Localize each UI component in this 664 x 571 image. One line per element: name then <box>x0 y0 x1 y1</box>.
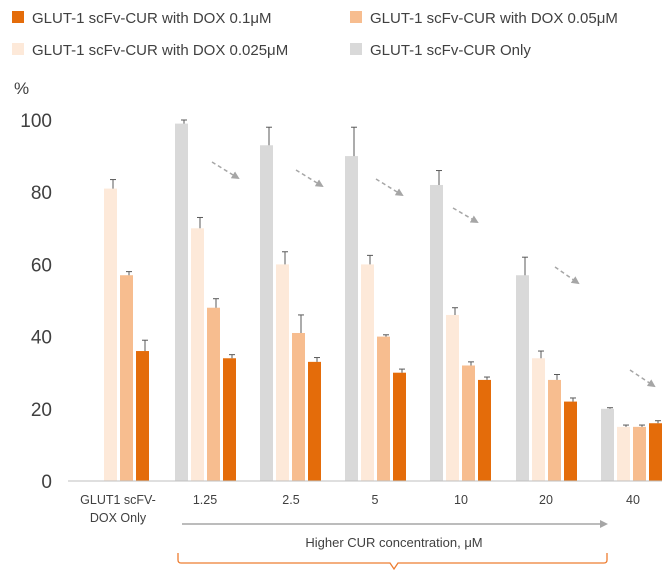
bar-glut-1-scfv-cur-with-dox-0-05-m-20 <box>548 379 561 481</box>
bar-glut-1-scfv-cur-with-dox-0-025-m-2-5 <box>276 264 289 481</box>
x-tick-label: 20 <box>539 493 553 507</box>
bars <box>104 119 662 482</box>
concentration-label: Higher CUR concentration, μM <box>305 535 482 550</box>
x-tick-label: 2.5 <box>282 493 299 507</box>
bar-glut-1-scfv-cur-with-dox-0-025-m-1-25 <box>191 228 204 481</box>
bar-glut-1-scfv-cur-only-2-5 <box>260 145 273 481</box>
y-tick-label: 0 <box>41 472 52 493</box>
bar-glut-1-scfv-cur-with-dox-0-05-m-5 <box>377 336 390 481</box>
trend-arrow <box>375 178 404 197</box>
legend-item-glut-1-scfv-cur-with-dox-0-05-m: GLUT-1 scFv-CUR with DOX 0.05μM <box>350 10 618 27</box>
bar-glut-1-scfv-cur-with-dox-0-1-m-40 <box>649 423 662 481</box>
bar-glut-1-scfv-cur-with-dox-0-1-m-5 <box>393 372 406 481</box>
x-tick-label: 5 <box>372 493 379 507</box>
bar-glut-1-scfv-cur-with-dox-0-025-m-5 <box>361 264 374 481</box>
bar-glut-1-scfv-cur-with-dox-0-1-m-glut1-scfv-dox-only <box>136 351 149 481</box>
legend-swatch <box>12 43 24 55</box>
y-tick-label: 20 <box>31 400 52 421</box>
bar-glut-1-scfv-cur-only-40 <box>601 408 614 481</box>
bar-glut-1-scfv-cur-with-dox-0-1-m-1-25 <box>223 358 236 481</box>
bar-glut-1-scfv-cur-with-dox-0-05-m-40 <box>633 426 646 481</box>
bar-glut-1-scfv-cur-only-10 <box>430 184 443 482</box>
bar-glut-1-scfv-cur-only-1-25 <box>175 123 188 482</box>
y-tick-label: 80 <box>31 183 52 204</box>
legend-swatch <box>350 11 362 23</box>
x-tick-label: 40 <box>626 493 640 507</box>
trend-arrow <box>554 266 580 285</box>
legend-label: GLUT-1 scFv-CUR with DOX 0.05μM <box>370 10 618 27</box>
trend-arrow <box>211 161 240 180</box>
y-tick-label: 100 <box>20 111 52 132</box>
bar-glut-1-scfv-cur-with-dox-0-05-m-2-5 <box>292 332 305 481</box>
concentration-annotation: Higher CUR concentration, μM <box>177 520 608 571</box>
bar-glut-1-scfv-cur-with-dox-0-025-m-20 <box>532 358 545 481</box>
bar-glut-1-scfv-cur-with-dox-0-05-m-10 <box>462 365 475 481</box>
legend-swatch <box>12 11 24 23</box>
legend-label: GLUT-1 scFv-CUR Only <box>370 42 531 59</box>
bar-glut-1-scfv-cur-with-dox-0-05-m-1-25 <box>207 307 220 481</box>
bar-glut-1-scfv-cur-only-20 <box>516 275 529 481</box>
trend-arrow <box>295 169 324 188</box>
bar-glut-1-scfv-cur-with-dox-0-1-m-20 <box>564 401 577 481</box>
trend-arrow <box>629 369 656 388</box>
y-tick-label: 60 <box>31 255 52 276</box>
x-tick-label: 1.25 <box>193 493 217 507</box>
legend-swatch <box>350 43 362 55</box>
legend-item-glut-1-scfv-cur-only: GLUT-1 scFv-CUR Only <box>350 42 531 59</box>
legend-label: GLUT-1 scFv-CUR with DOX 0.025μM <box>32 42 288 59</box>
y-axis-unit-label: % <box>14 79 29 98</box>
bar-glut-1-scfv-cur-with-dox-0-05-m-glut1-scfv-dox-only <box>120 275 133 481</box>
concentration-brace <box>177 553 608 571</box>
trend-arrow <box>452 207 479 224</box>
y-tick-label: 40 <box>31 328 52 349</box>
legend-item-glut-1-scfv-cur-with-dox-0-025-m: GLUT-1 scFv-CUR with DOX 0.025μM <box>12 42 288 59</box>
x-axis: GLUT1 scFV-DOX Only 1.25 2.5 5 10 20 40 <box>68 480 662 525</box>
legend-item-glut-1-scfv-cur-with-dox-0-1-m: GLUT-1 scFv-CUR with DOX 0.1μM <box>12 10 272 27</box>
bar-glut-1-scfv-cur-with-dox-0-025-m-glut1-scfv-dox-only <box>104 188 117 481</box>
bar-glut-1-scfv-cur-with-dox-0-1-m-2-5 <box>308 361 321 481</box>
legend-label: GLUT-1 scFv-CUR with DOX 0.1μM <box>32 10 272 27</box>
bar-glut-1-scfv-cur-only-5 <box>345 156 358 481</box>
bar-glut-1-scfv-cur-with-dox-0-025-m-40 <box>617 426 630 481</box>
x-tick-label: GLUT1 scFV-DOX Only <box>80 493 156 525</box>
bar-glut-1-scfv-cur-with-dox-0-1-m-10 <box>478 379 491 481</box>
y-axis: 0 20 40 60 80 100 <box>20 111 52 493</box>
x-tick-label: 10 <box>454 493 468 507</box>
bar-glut-1-scfv-cur-with-dox-0-025-m-10 <box>446 314 459 481</box>
trend-arrows <box>211 161 656 388</box>
legend: GLUT-1 scFv-CUR with DOX 0.1μM GLUT-1 scF… <box>12 10 618 59</box>
